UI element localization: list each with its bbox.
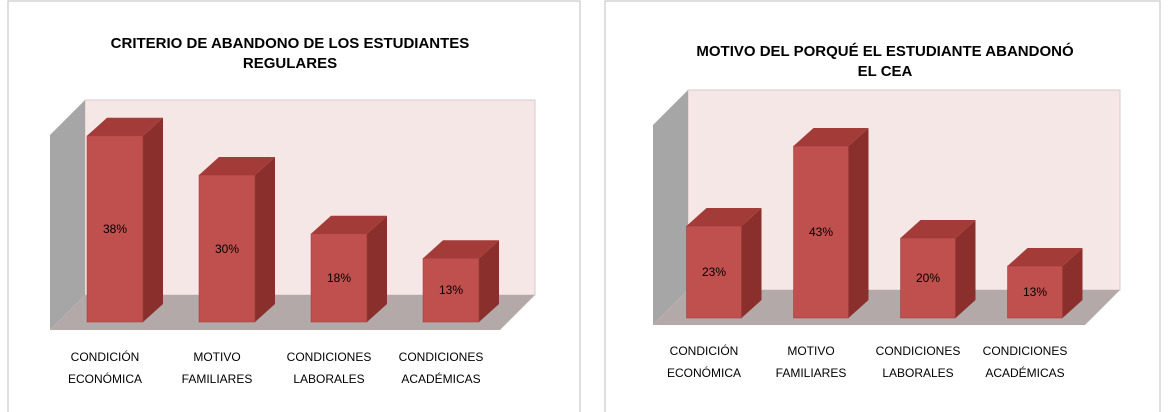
chart-title: CRITERIO DE ABANDONO DE LOS ESTUDIANTES …: [110, 35, 470, 72]
data-label: 13%: [1022, 285, 1048, 299]
data-label: 20%: [915, 271, 941, 285]
x-tick-label: CONDICIONES LABORALES: [286, 350, 372, 386]
bar-top: [423, 240, 499, 259]
bar: [793, 145, 849, 319]
data-label: 18%: [326, 270, 352, 285]
bar-side: [479, 240, 499, 322]
side-wall: [50, 100, 85, 330]
bar-side: [741, 208, 762, 318]
bar-top: [87, 117, 163, 136]
x-tick-label: CONDICIÓN ECONÓMICA: [666, 344, 741, 380]
x-tick-label: CONDICIONES LABORALES: [875, 344, 961, 380]
bar: [422, 258, 480, 323]
data-label: 43%: [808, 225, 834, 239]
bar-side: [367, 215, 387, 322]
side-wall: [653, 90, 688, 325]
bar-top: [793, 128, 869, 146]
chart-border: [604, 0, 1161, 412]
bar: [310, 233, 368, 323]
bar: [686, 225, 742, 319]
x-tick-label: CONDICIONES ACADÉMICAS: [982, 344, 1068, 380]
bar-top: [311, 215, 387, 234]
bar-side: [848, 128, 869, 318]
chart-border: [7, 0, 581, 412]
chart-title: MOTIVO DEL PORQUÉ EL ESTUDIANTE ABANDONÓ…: [696, 43, 1074, 80]
bar-side: [955, 220, 976, 318]
data-label: 30%: [214, 241, 240, 256]
floor: [653, 290, 1120, 325]
x-tick-label: CONDICIONES ACADÉMICAS: [398, 350, 484, 386]
bar-side: [255, 157, 275, 322]
bar: [86, 135, 144, 323]
bar: [900, 237, 956, 319]
floor: [50, 295, 535, 330]
bar-top: [686, 208, 762, 226]
data-label: 23%: [701, 265, 727, 279]
bar-top: [199, 157, 275, 175]
x-tick-label: CONDICIÓN ECONÓMICA: [67, 350, 142, 386]
bar-side: [1062, 248, 1083, 318]
bar-top: [1007, 248, 1083, 266]
bar: [1007, 265, 1063, 319]
data-label: 13%: [438, 283, 464, 298]
bar-side: [143, 117, 163, 322]
x-tick-label: MOTIVO FAMILIARES: [775, 344, 847, 380]
bar: [198, 174, 256, 323]
data-label: 38%: [102, 221, 128, 236]
bar-top: [900, 220, 976, 238]
x-tick-label: MOTIVO FAMILIARES: [181, 350, 253, 386]
